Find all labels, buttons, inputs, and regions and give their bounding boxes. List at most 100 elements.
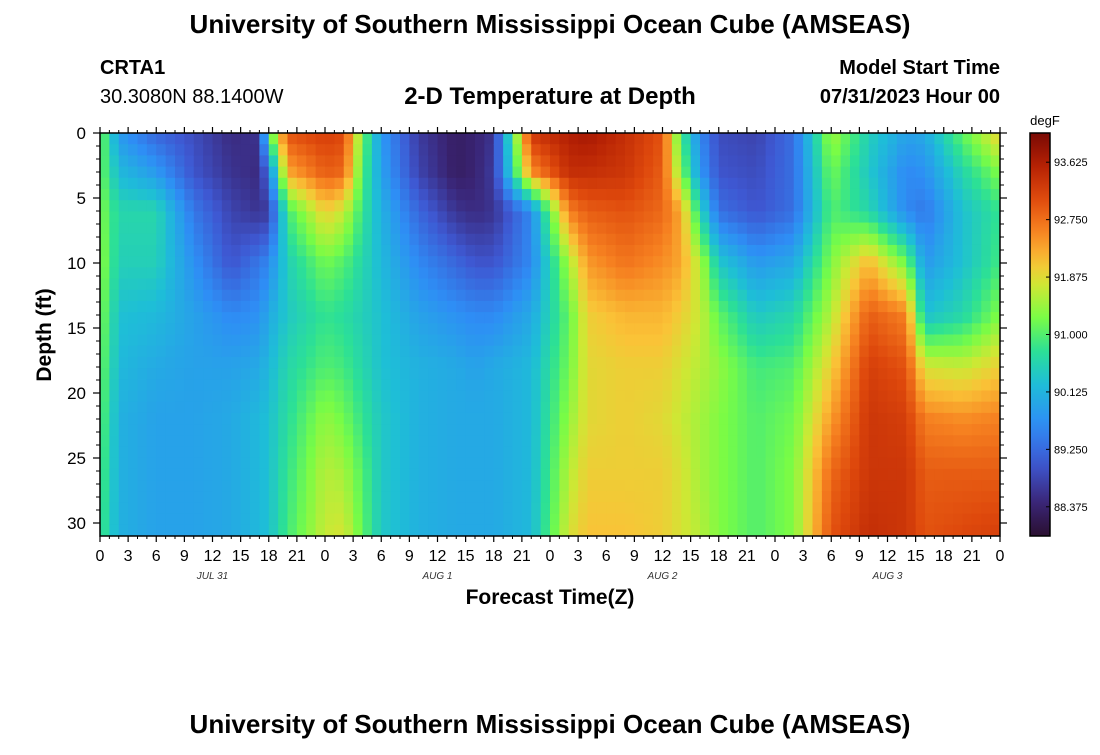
heatmap-cell (953, 524, 964, 536)
heatmap-cell (100, 446, 110, 459)
heatmap-cell (203, 244, 214, 257)
heatmap-cell (850, 491, 860, 504)
heatmap-cell (821, 412, 832, 425)
heatmap-cell (746, 491, 757, 504)
heatmap-cell (240, 289, 251, 302)
heatmap-cell (400, 256, 410, 268)
heatmap-cell (803, 323, 814, 336)
heatmap-cell (906, 144, 917, 156)
heatmap-cell (400, 200, 410, 212)
heatmap-cell (306, 368, 317, 380)
heatmap-cell (165, 491, 176, 504)
heatmap-cell (484, 379, 495, 392)
heatmap-cell (896, 457, 907, 470)
heatmap-cell (437, 368, 448, 380)
heatmap-cell (615, 356, 626, 369)
heatmap-cell (175, 166, 185, 179)
heatmap-cell (278, 424, 289, 436)
heatmap-cell (221, 401, 232, 414)
heatmap-cell (109, 513, 120, 526)
heatmap-cell (915, 356, 926, 369)
heatmap-cell (165, 334, 176, 347)
heatmap-cell (878, 435, 889, 448)
heatmap-cell (184, 435, 195, 448)
heatmap-cell (325, 244, 335, 257)
heatmap-cell (109, 267, 120, 280)
heatmap-cell (456, 222, 467, 235)
heatmap-cell (100, 424, 110, 436)
heatmap-cell (643, 368, 654, 380)
heatmap-cell (615, 278, 626, 291)
heatmap-cell (737, 166, 748, 179)
heatmap-cell (315, 177, 326, 190)
heatmap-cell (887, 368, 898, 380)
heatmap-cell (840, 468, 851, 481)
heatmap-cell (765, 177, 776, 190)
heatmap-cell (390, 513, 401, 526)
heatmap-cell (840, 200, 851, 212)
heatmap-cell (653, 211, 664, 224)
heatmap-cell (428, 133, 439, 145)
heatmap-cell (634, 491, 645, 504)
heatmap-cell (390, 334, 401, 347)
heatmap-cell (784, 401, 795, 414)
heatmap-cell (756, 300, 767, 313)
heatmap-cell (793, 457, 804, 470)
heatmap-cell (109, 200, 120, 212)
heatmap-cell (437, 211, 448, 224)
heatmap-cell (850, 323, 860, 336)
heatmap-cell (446, 278, 457, 291)
heatmap-cell (690, 412, 701, 425)
heatmap-cell (184, 480, 195, 492)
heatmap-cell (681, 379, 692, 392)
heatmap-cell (156, 233, 167, 246)
heatmap-cell (896, 312, 907, 324)
heatmap-cell (456, 133, 467, 145)
heatmap-cell (109, 502, 120, 515)
heatmap-cell (156, 200, 167, 212)
heatmap-cell (737, 300, 748, 313)
heatmap-cell (596, 446, 607, 459)
heatmap-cell (775, 256, 785, 268)
heatmap-cell (756, 334, 767, 347)
heatmap-cell (287, 446, 298, 459)
heatmap-cell (231, 368, 242, 380)
heatmap-cell (156, 368, 167, 380)
heatmap-cell (437, 222, 448, 235)
heatmap-cell (568, 289, 579, 302)
heatmap-cell (184, 524, 195, 536)
heatmap-cell (709, 323, 720, 336)
heatmap-cell (568, 133, 579, 145)
heatmap-cell (353, 446, 364, 459)
heatmap-cell (306, 267, 317, 280)
heatmap-cell (550, 502, 560, 515)
heatmap-cell (793, 334, 804, 347)
heatmap-cell (868, 401, 879, 414)
heatmap-cell (540, 412, 551, 425)
heatmap-cell (156, 412, 167, 425)
heatmap-cell (550, 278, 560, 291)
heatmap-cell (821, 166, 832, 179)
heatmap-cell (606, 289, 617, 302)
heatmap-cell (550, 334, 560, 347)
heatmap-cell (306, 244, 317, 257)
heatmap-cell (343, 166, 354, 179)
heatmap-cell (568, 155, 579, 168)
heatmap-cell (165, 468, 176, 481)
heatmap-cell (362, 468, 373, 481)
heatmap-cell (465, 144, 476, 156)
heatmap-cell (475, 300, 485, 313)
x-tick-label: 6 (377, 548, 386, 565)
heatmap-cell (803, 188, 814, 201)
heatmap-cell (493, 435, 504, 448)
heatmap-cell (278, 133, 289, 145)
heatmap-cell (484, 144, 495, 156)
heatmap-cell (446, 491, 457, 504)
heatmap-cell (700, 222, 710, 235)
heatmap-cell (953, 334, 964, 347)
heatmap-cell (343, 435, 354, 448)
heatmap-cell (212, 312, 223, 324)
heatmap-cell (221, 166, 232, 179)
heatmap-cell (371, 468, 382, 481)
heatmap-cell (625, 390, 635, 403)
